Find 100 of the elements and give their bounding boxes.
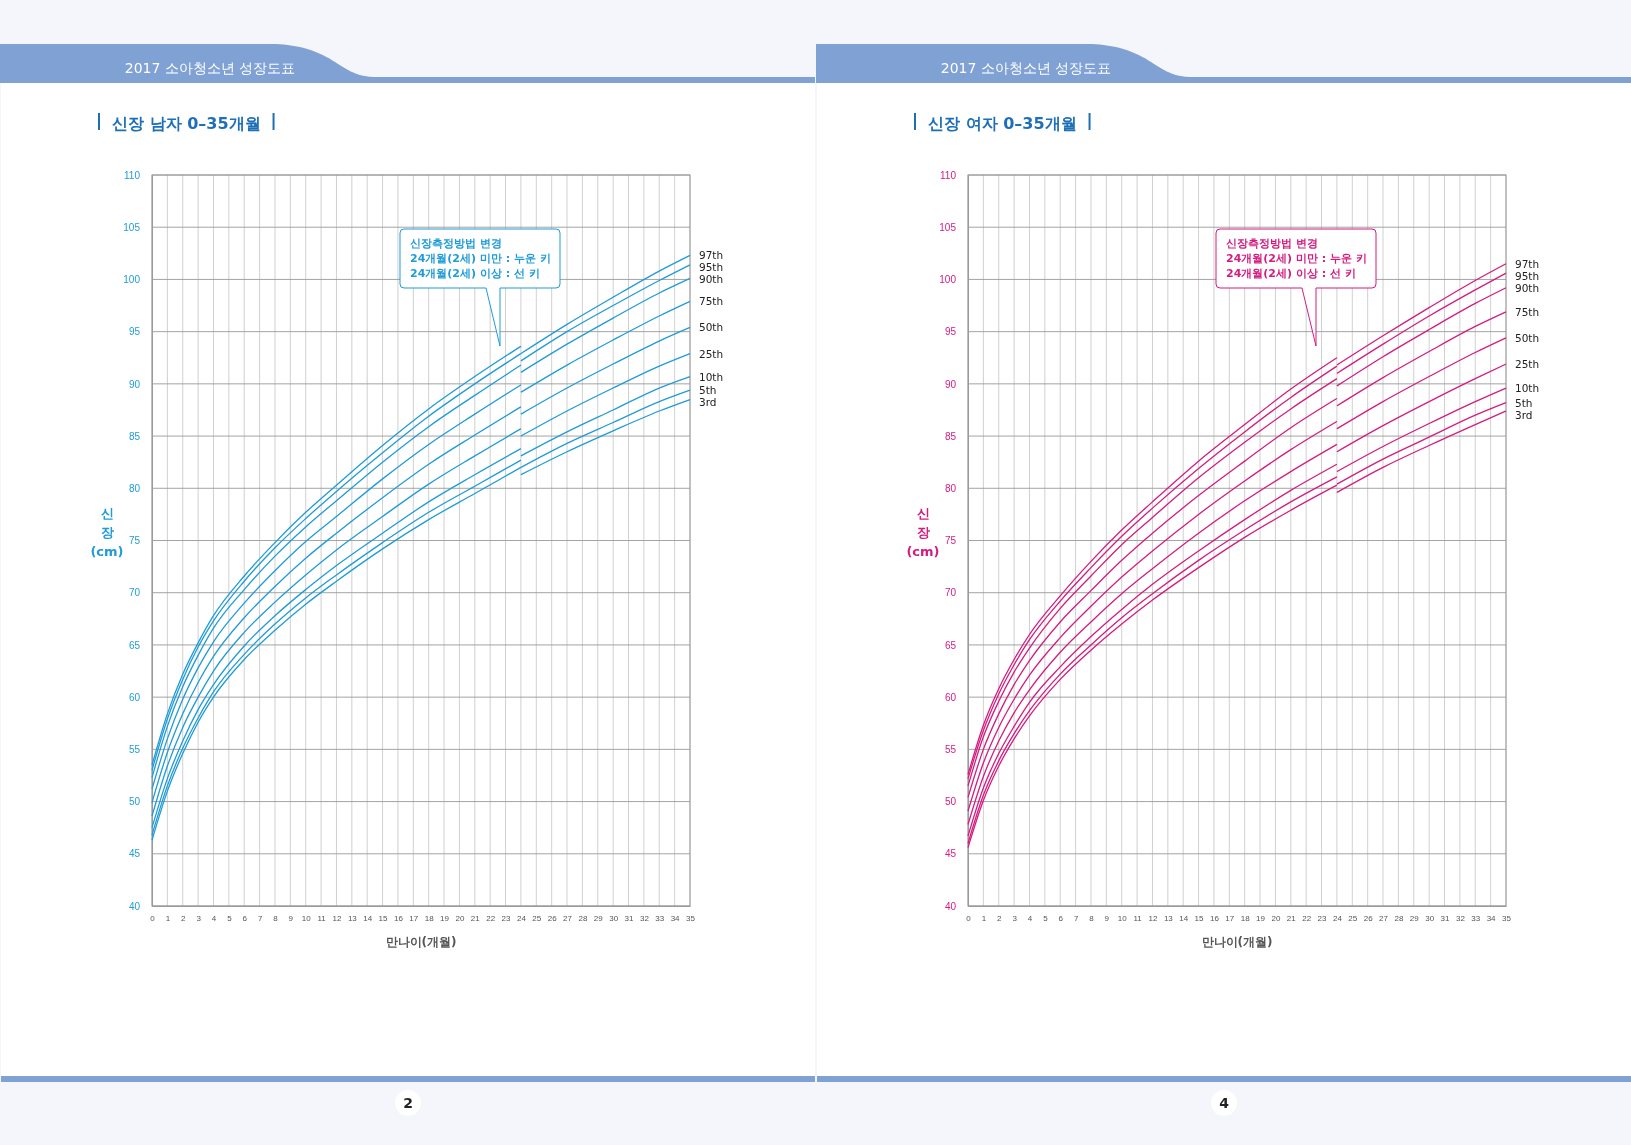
y-tick-label: 65 <box>944 639 957 651</box>
y-tick-label: 55 <box>944 744 957 756</box>
x-tick-label: 2 <box>181 913 187 923</box>
series-label: 50th <box>699 321 724 334</box>
x-tick-label: 22 <box>1302 913 1312 923</box>
series-label: 5th <box>699 384 717 397</box>
x-tick-label: 1 <box>165 913 171 923</box>
x-tick-label: 32 <box>639 913 650 923</box>
x-tick-label: 35 <box>1502 913 1512 923</box>
series-label: 25th <box>699 347 724 360</box>
annotation: 신장측정방법 변경 24개월(2세) 미만 : 누운 키 24개월(2세) 이상 : 선 키 <box>410 237 551 280</box>
y-tick-label: 40 <box>128 900 141 912</box>
x-tick-label: 25 <box>532 913 542 923</box>
x-tick-label: 6 <box>1058 913 1064 923</box>
y-axis-title: 신 장 (cm) <box>906 506 940 559</box>
y-tick-label: 50 <box>944 796 957 808</box>
x-tick-label: 25 <box>1348 913 1358 923</box>
x-tick-label: 8 <box>1089 913 1095 923</box>
x-tick-label: 31 <box>1440 913 1451 923</box>
x-tick-label: 14 <box>363 913 373 923</box>
series-label: 97th <box>1515 257 1540 270</box>
x-tick-label: 22 <box>486 913 496 923</box>
x-tick-label: 21 <box>470 913 481 923</box>
x-tick-label: 12 <box>332 913 342 923</box>
x-tick-label: 5 <box>1043 913 1049 923</box>
x-tick-label: 17 <box>1225 913 1235 923</box>
x-tick-label: 23 <box>1317 913 1328 923</box>
y-tick-label: 95 <box>128 326 141 338</box>
series-label: 50th <box>1515 331 1540 344</box>
x-tick-label: 24 <box>1332 913 1343 923</box>
x-tick-label: 16 <box>1209 913 1220 923</box>
x-tick-label: 13 <box>347 913 358 923</box>
x-axis-title: 만나이(개월) <box>1201 935 1273 949</box>
series-label: 75th <box>1515 305 1540 318</box>
x-tick-label: 18 <box>424 913 435 923</box>
x-tick-label: 34 <box>1486 913 1497 923</box>
x-tick-label: 7 <box>257 913 263 923</box>
chart-title: 신장 남자 0–35개월 <box>112 114 261 133</box>
y-tick-label: 45 <box>128 848 141 860</box>
x-tick-label: 6 <box>242 913 248 923</box>
y-axis-title: 신 장 (cm) <box>90 506 124 559</box>
x-axis-title: 만나이(개월) <box>385 935 457 949</box>
y-tick-label: 90 <box>128 378 141 390</box>
y-tick-label: 40 <box>944 900 957 912</box>
x-tick-label: 33 <box>1471 913 1481 923</box>
x-tick-label: 20 <box>455 913 465 923</box>
x-tick-label: 17 <box>409 913 419 923</box>
y-tick-label: 70 <box>128 587 141 599</box>
y-tick-label: 90 <box>944 378 957 390</box>
x-tick-label: 24 <box>516 913 527 923</box>
x-tick-label: 20 <box>1271 913 1281 923</box>
x-tick-label: 29 <box>1409 913 1420 923</box>
y-tick-label: 60 <box>128 691 141 703</box>
series-label: 25th <box>1515 358 1540 371</box>
x-tick-label: 3 <box>196 913 202 923</box>
y-tick-label: 50 <box>128 796 141 808</box>
y-tick-label: 80 <box>944 482 957 494</box>
series-label: 90th <box>699 273 724 286</box>
series-label: 10th <box>1515 382 1540 395</box>
x-tick-label: 27 <box>563 913 573 923</box>
x-tick-label: 4 <box>1027 913 1033 923</box>
x-tick-label: 19 <box>1256 913 1266 923</box>
x-tick-label: 5 <box>227 913 233 923</box>
x-tick-label: 0 <box>966 913 972 923</box>
x-tick-label: 0 <box>150 913 156 923</box>
x-tick-label: 11 <box>317 913 327 923</box>
y-tick-label: 45 <box>944 848 957 860</box>
x-tick-label: 34 <box>670 913 681 923</box>
series-label: 90th <box>1515 281 1540 294</box>
x-tick-label: 10 <box>301 913 312 923</box>
y-tick-label: 110 <box>940 169 957 181</box>
y-tick-label: 85 <box>128 430 141 442</box>
series-label: 10th <box>699 370 724 383</box>
y-tick-label: 100 <box>939 274 957 286</box>
x-tick-label: 1 <box>981 913 987 923</box>
x-tick-label: 16 <box>393 913 404 923</box>
y-tick-label: 75 <box>128 535 141 547</box>
x-tick-label: 19 <box>440 913 450 923</box>
y-tick-label: 70 <box>944 587 957 599</box>
x-tick-label: 11 <box>1133 913 1143 923</box>
y-tick-label: 55 <box>128 744 141 756</box>
y-tick-label: 65 <box>128 639 141 651</box>
x-tick-label: 31 <box>624 913 635 923</box>
x-tick-label: 18 <box>1240 913 1251 923</box>
x-tick-label: 15 <box>378 913 389 923</box>
y-tick-label: 105 <box>939 221 957 233</box>
y-tick-label: 80 <box>128 482 141 494</box>
x-tick-label: 15 <box>1194 913 1205 923</box>
series-label: 97th <box>699 249 724 262</box>
y-tick-label: 85 <box>944 430 957 442</box>
x-tick-label: 21 <box>1286 913 1297 923</box>
x-tick-label: 9 <box>288 913 294 923</box>
series-label: 5th <box>1515 396 1533 409</box>
series-label: 3rd <box>1515 408 1533 421</box>
chart-title: 신장 여자 0–35개월 <box>928 114 1077 133</box>
series-label: 95th <box>1515 269 1540 282</box>
x-tick-label: 27 <box>1379 913 1389 923</box>
text: 2017 소아청소년 성장도표 <box>124 60 296 76</box>
x-tick-label: 29 <box>593 913 604 923</box>
y-tick-label: 60 <box>944 691 957 703</box>
